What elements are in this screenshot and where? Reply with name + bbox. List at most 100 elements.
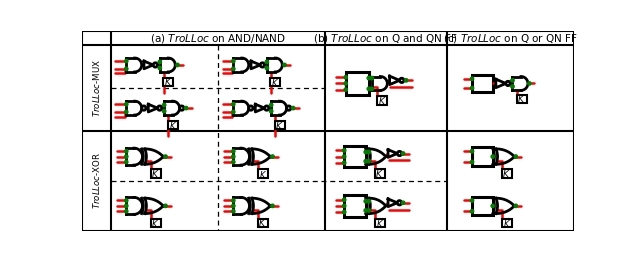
Text: (c) $\it{TroLLoc}$ on Q or QN FF: (c) $\it{TroLLoc}$ on Q or QN FF xyxy=(443,32,578,45)
Bar xyxy=(344,195,365,217)
Circle shape xyxy=(401,152,405,155)
Circle shape xyxy=(158,60,161,63)
Text: $\overline{K}$: $\overline{K}$ xyxy=(259,167,267,181)
Text: $\overline{K}$: $\overline{K}$ xyxy=(168,118,177,132)
Text: $\overline{K}$: $\overline{K}$ xyxy=(502,216,511,230)
Circle shape xyxy=(404,79,408,82)
Polygon shape xyxy=(267,58,282,72)
Bar xyxy=(270,78,280,86)
Text: (a) $\it{TroLLoc}$ on AND/NAND: (a) $\it{TroLLoc}$ on AND/NAND xyxy=(150,32,286,45)
Bar xyxy=(257,169,268,178)
Text: $\it{TroLLoc}$-XOR: $\it{TroLLoc}$-XOR xyxy=(91,152,102,209)
Circle shape xyxy=(125,67,128,70)
Circle shape xyxy=(367,87,371,91)
Circle shape xyxy=(506,81,510,85)
Polygon shape xyxy=(234,148,250,165)
Bar xyxy=(377,96,387,105)
Polygon shape xyxy=(513,76,528,90)
Polygon shape xyxy=(496,149,515,164)
Circle shape xyxy=(157,106,162,110)
Bar xyxy=(344,146,365,167)
Circle shape xyxy=(232,110,235,114)
Text: $\it{K}$: $\it{K}$ xyxy=(502,168,511,179)
Polygon shape xyxy=(388,150,397,157)
Polygon shape xyxy=(496,198,515,214)
Circle shape xyxy=(271,204,275,207)
Text: $\it{K}$: $\it{K}$ xyxy=(375,168,384,179)
Polygon shape xyxy=(164,101,180,115)
Circle shape xyxy=(511,85,514,88)
Bar xyxy=(150,219,161,227)
Circle shape xyxy=(342,210,346,214)
Circle shape xyxy=(180,106,184,110)
Text: $\overline{K}$: $\overline{K}$ xyxy=(376,216,383,230)
Circle shape xyxy=(265,60,269,63)
Polygon shape xyxy=(390,76,399,85)
Circle shape xyxy=(470,199,474,202)
Polygon shape xyxy=(234,197,250,214)
Circle shape xyxy=(491,155,495,158)
Circle shape xyxy=(364,150,367,154)
Bar xyxy=(516,95,527,103)
Circle shape xyxy=(260,63,264,67)
Circle shape xyxy=(470,77,474,81)
Circle shape xyxy=(232,204,235,207)
Circle shape xyxy=(125,155,128,158)
Circle shape xyxy=(370,76,374,80)
Circle shape xyxy=(370,87,374,91)
Circle shape xyxy=(125,199,128,202)
Circle shape xyxy=(342,161,346,164)
Polygon shape xyxy=(145,198,163,214)
Bar xyxy=(163,78,173,86)
Polygon shape xyxy=(144,61,153,69)
Polygon shape xyxy=(252,198,270,214)
Circle shape xyxy=(232,210,235,213)
Polygon shape xyxy=(126,197,143,214)
Polygon shape xyxy=(252,149,270,164)
Bar xyxy=(275,121,285,129)
Polygon shape xyxy=(388,199,397,207)
Circle shape xyxy=(397,151,402,156)
Circle shape xyxy=(271,155,275,158)
Circle shape xyxy=(125,160,128,164)
Bar xyxy=(257,219,268,227)
Circle shape xyxy=(470,210,474,213)
Polygon shape xyxy=(145,149,163,164)
Bar xyxy=(472,147,493,166)
Circle shape xyxy=(514,204,518,207)
Polygon shape xyxy=(496,79,506,88)
Bar xyxy=(472,75,493,92)
Polygon shape xyxy=(271,101,287,115)
Circle shape xyxy=(232,155,235,158)
Polygon shape xyxy=(234,101,249,115)
Circle shape xyxy=(269,103,273,107)
Polygon shape xyxy=(234,58,249,72)
Bar xyxy=(374,219,385,227)
Circle shape xyxy=(287,106,291,110)
Polygon shape xyxy=(369,198,386,214)
Circle shape xyxy=(399,78,404,83)
Circle shape xyxy=(397,201,402,205)
Bar xyxy=(502,169,511,178)
Circle shape xyxy=(264,106,269,110)
Circle shape xyxy=(163,103,166,107)
Circle shape xyxy=(470,86,474,90)
Text: $\overline{K}$: $\overline{K}$ xyxy=(271,75,279,89)
Text: $\it{K}$: $\it{K}$ xyxy=(378,95,386,106)
Circle shape xyxy=(232,67,235,70)
Circle shape xyxy=(344,88,348,91)
Circle shape xyxy=(232,103,235,106)
Circle shape xyxy=(176,63,179,67)
Polygon shape xyxy=(126,58,141,72)
Circle shape xyxy=(342,155,346,158)
Text: $\overline{K}$: $\overline{K}$ xyxy=(152,216,159,230)
Polygon shape xyxy=(126,148,143,165)
Circle shape xyxy=(125,204,128,207)
Text: $\it{TroLLoc}$-MUX: $\it{TroLLoc}$-MUX xyxy=(91,59,102,117)
Polygon shape xyxy=(160,58,175,72)
Bar xyxy=(150,169,161,178)
Circle shape xyxy=(125,110,128,114)
Bar xyxy=(502,219,511,227)
Bar xyxy=(168,121,178,129)
Circle shape xyxy=(367,150,371,154)
